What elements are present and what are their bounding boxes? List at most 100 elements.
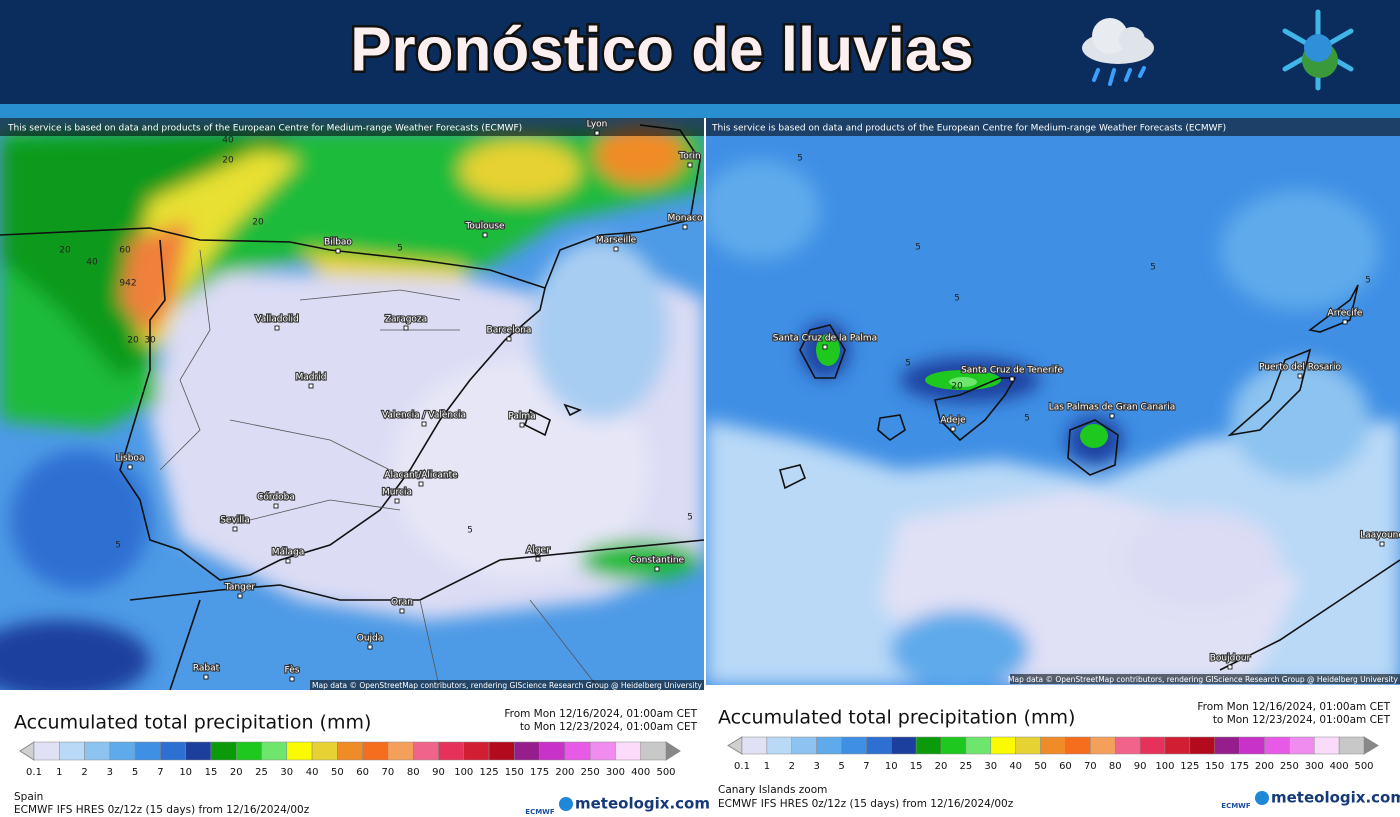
scale-label: 250 <box>1280 761 1299 772</box>
place-marker <box>594 130 600 136</box>
scale-swatch <box>915 736 942 755</box>
page-title: Pronóstico de lluvias <box>350 15 974 84</box>
scale-swatch <box>1239 736 1265 755</box>
place-marker <box>237 593 243 599</box>
place-label: Marseille <box>596 236 637 246</box>
model: ECMWF IFS HRES 0z/12z (15 days) from 12/… <box>14 804 310 816</box>
place-label: Barcelona <box>487 326 532 336</box>
scale-swatch <box>1040 736 1066 755</box>
scale-label: 80 <box>1109 761 1122 772</box>
period: From Mon 12/16/2024, 01:00am CET <box>1197 701 1390 713</box>
scale-swatch <box>1065 736 1091 755</box>
scale-label: 70 <box>382 767 395 778</box>
place-label: Valencia / València <box>382 410 466 421</box>
scale-label: 1 <box>56 767 62 778</box>
scale-swatch <box>816 736 842 755</box>
header-strip <box>0 104 1400 118</box>
scale-swatch <box>1338 736 1365 755</box>
place-marker <box>654 566 660 572</box>
attribution-bg <box>1010 674 1400 684</box>
ecmwf-logo: ECMWF <box>1221 802 1251 810</box>
place-marker <box>203 674 209 680</box>
scale-label: 10 <box>179 767 192 778</box>
place-label: Torin <box>678 152 700 162</box>
contour-label: 5 <box>797 154 803 164</box>
scale-swatch <box>640 741 667 761</box>
scale-label: 125 <box>1180 761 1199 772</box>
place-label: Puerto del Rosario <box>1259 363 1341 373</box>
place-label: Murcia <box>382 488 412 498</box>
contour-label: 20 <box>951 382 963 392</box>
scale-swatch <box>891 736 917 755</box>
place-marker <box>418 481 424 487</box>
scale-label: 15 <box>205 767 218 778</box>
place-marker <box>506 336 512 342</box>
scale-label: 200 <box>1255 761 1274 772</box>
place-marker <box>482 232 488 238</box>
scale-label: 400 <box>631 767 650 778</box>
place-marker <box>127 464 133 470</box>
scale-swatch <box>766 736 793 755</box>
place-label: Boujdour <box>1210 654 1251 664</box>
attribution: Map data © OpenStreetMap contributors, r… <box>1008 675 1399 684</box>
scale-label: 3 <box>813 761 819 772</box>
place-marker <box>822 344 828 350</box>
brand: meteologix.com <box>1271 789 1400 807</box>
place-label: Córdoba <box>257 492 295 503</box>
scale-label: 5 <box>838 761 844 772</box>
scale-swatch <box>741 736 768 755</box>
place-label: Alacant/Alicante <box>384 471 458 481</box>
scale-swatch <box>337 741 363 761</box>
scale-label: 40 <box>306 767 319 778</box>
header-bg <box>0 0 1400 104</box>
legend-title: Accumulated total precipitation (mm) <box>14 712 371 734</box>
place-marker <box>274 325 280 331</box>
scale-swatch <box>311 741 338 761</box>
place-marker <box>394 498 400 504</box>
place-marker <box>1297 373 1303 379</box>
place-label: Oran <box>391 598 413 608</box>
scale-swatch <box>965 736 992 755</box>
place-label: Madrid <box>296 373 327 383</box>
legend-title: Accumulated total precipitation (mm) <box>718 707 1075 729</box>
place-marker <box>273 503 279 509</box>
place-label: Monaco <box>668 214 703 224</box>
contour-label: 942 <box>119 279 136 289</box>
contour-label: 30 <box>144 336 156 346</box>
scale-label: 50 <box>331 767 344 778</box>
place-marker <box>687 162 693 168</box>
scale-label: 0.1 <box>734 761 750 772</box>
map-left <box>0 118 704 690</box>
scale-swatch <box>1214 736 1240 755</box>
scale-swatch <box>841 736 867 755</box>
scale-label: 20 <box>935 761 948 772</box>
scale-swatch <box>866 736 892 755</box>
scale-swatch <box>235 741 262 761</box>
place-label: Málaga <box>272 548 305 558</box>
place-marker <box>335 248 341 254</box>
place-label: Lisboa <box>116 454 145 464</box>
scale-label: 0.1 <box>26 767 42 778</box>
place-label: Laayoune <box>1360 531 1400 541</box>
place-label: Arrecife <box>1328 309 1363 319</box>
scale-label: 90 <box>1134 761 1147 772</box>
contour-label: 20 <box>222 156 234 166</box>
scale-label: 25 <box>255 767 268 778</box>
notice-bg <box>0 118 704 136</box>
place-marker <box>367 644 373 650</box>
scale-label: 15 <box>910 761 923 772</box>
scale-label: 150 <box>505 767 524 778</box>
region: Canary Islands zoom <box>718 784 827 796</box>
scale-swatch <box>362 741 389 761</box>
scale-swatch <box>564 741 591 761</box>
notice-bg <box>706 118 1400 136</box>
scale-label: 125 <box>479 767 498 778</box>
brand: meteologix.com <box>575 795 710 813</box>
scale-arrow <box>665 741 681 761</box>
place-label: Zaragoza <box>385 315 427 325</box>
contour-label: 5 <box>467 526 473 536</box>
scale-label: 60 <box>1059 761 1072 772</box>
scale-label: 500 <box>1354 761 1373 772</box>
place-label: Sevilla <box>220 516 250 526</box>
scale-label: 500 <box>656 767 675 778</box>
